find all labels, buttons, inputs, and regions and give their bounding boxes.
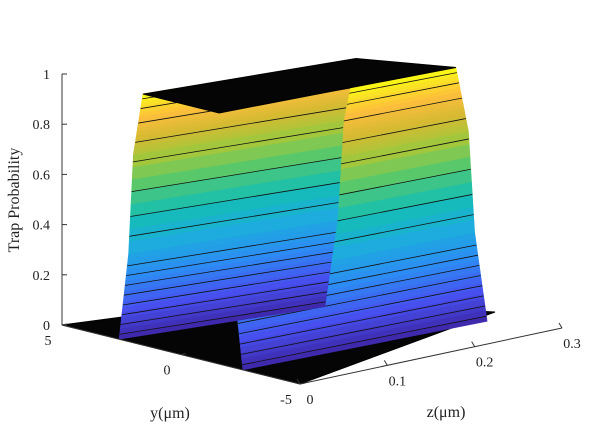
- surface-back-contour-line: [119, 301, 326, 335]
- x-tick-label: 0: [307, 393, 314, 408]
- surface-back-face: [118, 58, 457, 340]
- z-tick-label: 0.2: [33, 269, 51, 284]
- surface-front-contour-line: [237, 275, 481, 324]
- x-tick-mark: [383, 360, 388, 366]
- surface-back-contour-line: [129, 202, 339, 237]
- x-axis-label: z(μm): [427, 404, 466, 421]
- surface-back-contour-line: [127, 231, 336, 267]
- x-axis-line: [299, 327, 563, 385]
- z-tick-label: 0: [43, 319, 50, 334]
- z-tick-label: 1: [43, 68, 50, 83]
- surface-back-contour-line: [121, 281, 329, 316]
- z-axis-ticks: 0 0.2 0.4 0.6 0.8 1: [33, 68, 67, 334]
- surface-front-contour-line: [240, 295, 484, 345]
- surface-back-contour-line: [123, 261, 332, 296]
- surface-front-contour-line: [238, 285, 483, 335]
- surface-back-contour-line: [135, 107, 347, 143]
- x-tick-mark: [471, 341, 476, 347]
- y-tick-label: -5: [280, 393, 292, 408]
- y-tick-mark: [299, 382, 306, 385]
- surface-front-contour-line: [242, 315, 487, 366]
- y-axis-ticks: 5 0 -5: [45, 323, 306, 408]
- x-tick-mark: [558, 322, 563, 329]
- surface-front-contour-line: [241, 305, 486, 355]
- z-tick-label: 0.6: [33, 168, 51, 183]
- x-axis-ticks: 0 0.1 0.2 0.3: [296, 322, 581, 408]
- x-tick-label: 0.3: [563, 337, 581, 352]
- x-tick-label: 0.2: [476, 356, 494, 371]
- y-tick-label: 5: [45, 334, 52, 349]
- z-tick-label: 0.8: [33, 118, 51, 133]
- surface-back-contour-line: [120, 291, 328, 325]
- y-tick-mark: [61, 323, 68, 326]
- surface-back-contour-line: [122, 271, 330, 306]
- x-tick-label: 0.1: [389, 374, 407, 389]
- x-tick-mark: [296, 378, 301, 385]
- surface-back-contour-line: [130, 182, 340, 217]
- z-tick-label: 0.4: [33, 219, 51, 234]
- y-axis-label: y(μm): [150, 405, 190, 422]
- y-tick-mark: [180, 353, 187, 355]
- surface-plateau: [142, 58, 457, 114]
- surface-back-contour-line: [131, 157, 342, 193]
- surface-back-contour-line: [126, 241, 335, 277]
- surface-back-contour-line: [132, 127, 344, 163]
- y-tick-label: 0: [164, 364, 171, 379]
- surface-back-contour-line: [125, 251, 333, 286]
- z-axis-label: Trap Probability: [6, 148, 23, 253]
